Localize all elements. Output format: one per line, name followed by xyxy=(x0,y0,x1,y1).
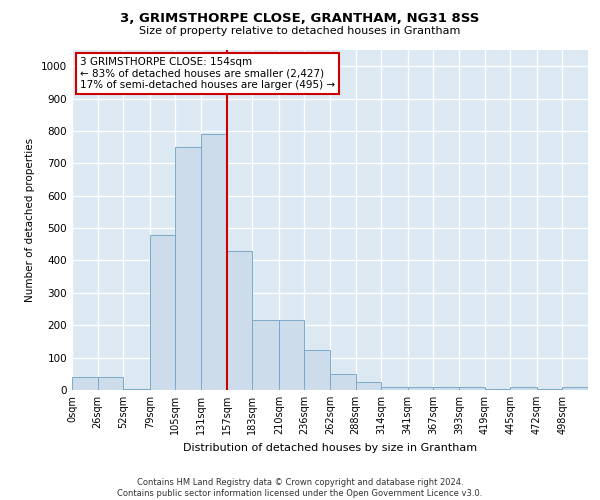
Bar xyxy=(201,134,227,390)
Bar xyxy=(381,387,408,390)
Bar xyxy=(72,377,98,390)
Text: 3 GRIMSTHORPE CLOSE: 154sqm
← 83% of detached houses are smaller (2,427)
17% of : 3 GRIMSTHORPE CLOSE: 154sqm ← 83% of det… xyxy=(80,57,335,90)
Bar xyxy=(150,234,175,390)
Bar xyxy=(175,147,201,390)
Bar xyxy=(510,387,537,390)
Text: Size of property relative to detached houses in Grantham: Size of property relative to detached ho… xyxy=(139,26,461,36)
Bar xyxy=(227,251,252,390)
X-axis label: Distribution of detached houses by size in Grantham: Distribution of detached houses by size … xyxy=(183,442,477,452)
Text: 3, GRIMSTHORPE CLOSE, GRANTHAM, NG31 8SS: 3, GRIMSTHORPE CLOSE, GRANTHAM, NG31 8SS xyxy=(121,12,479,26)
Bar xyxy=(279,320,304,390)
Bar xyxy=(562,388,588,390)
Bar xyxy=(330,374,356,390)
Bar xyxy=(252,320,279,390)
Bar xyxy=(304,350,330,390)
Bar xyxy=(98,377,123,390)
Bar xyxy=(408,387,433,390)
Bar xyxy=(433,388,459,390)
Bar xyxy=(356,382,381,390)
Text: Contains HM Land Registry data © Crown copyright and database right 2024.
Contai: Contains HM Land Registry data © Crown c… xyxy=(118,478,482,498)
Y-axis label: Number of detached properties: Number of detached properties xyxy=(25,138,35,302)
Bar xyxy=(459,387,485,390)
